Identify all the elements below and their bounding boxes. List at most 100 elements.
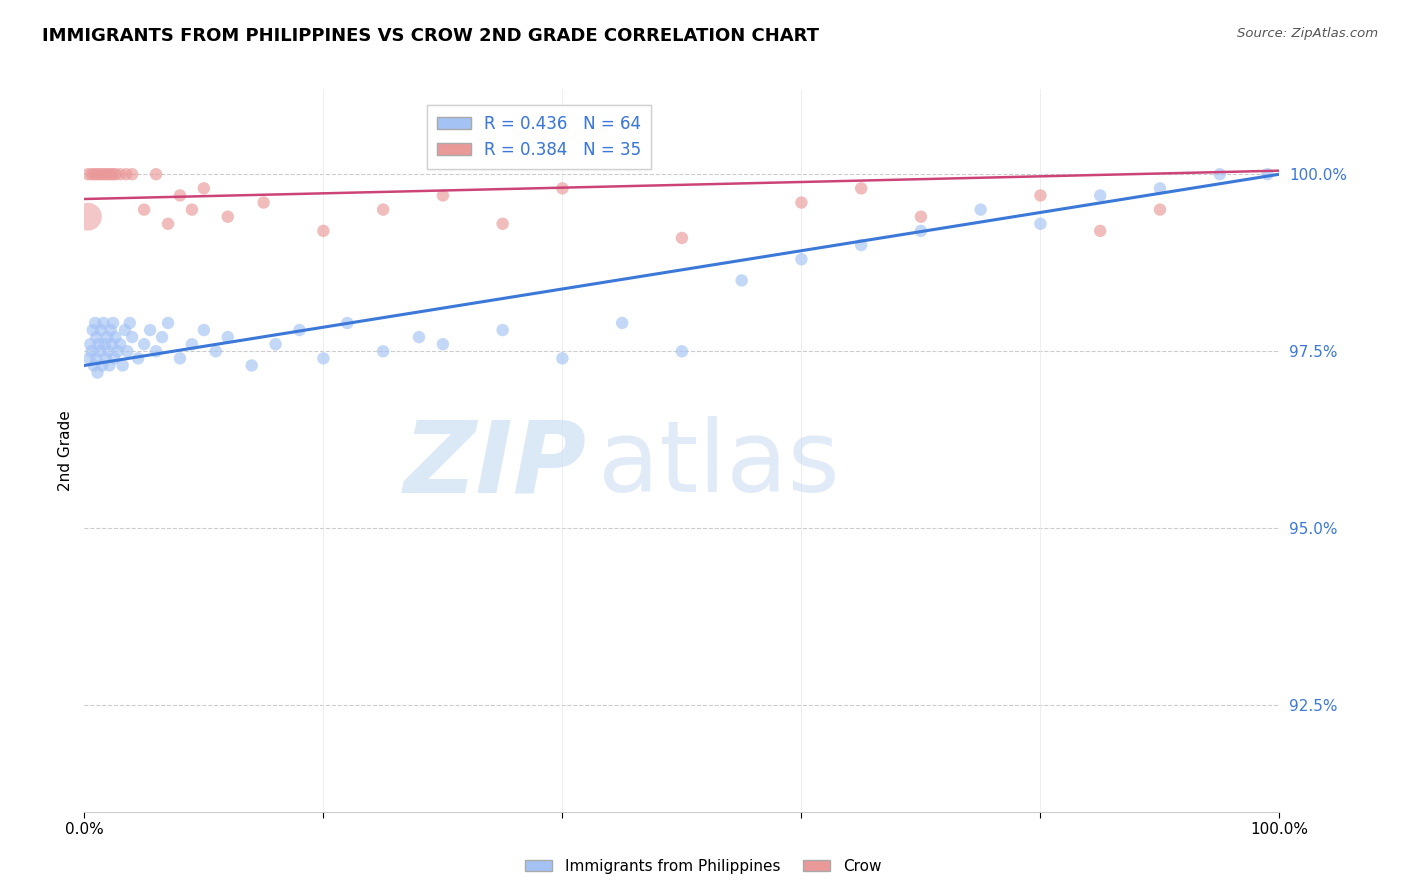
Point [83, 359, 105, 373]
Point [205, 344, 228, 359]
Point [86, 351, 108, 366]
Point [87, 337, 110, 351]
Point [790, 252, 813, 267]
Point [1029, 188, 1052, 202]
Point [1090, 188, 1112, 202]
Point [121, 330, 143, 344]
Point [217, 210, 239, 224]
Point [492, 217, 515, 231]
Point [84, 316, 107, 330]
Point [1149, 181, 1171, 195]
Point [111, 359, 134, 373]
Point [77, 351, 100, 366]
Text: IMMIGRANTS FROM PHILIPPINES VS CROW 2ND GRADE CORRELATION CHART: IMMIGRANTS FROM PHILIPPINES VS CROW 2ND … [42, 27, 820, 45]
Text: Source: ZipAtlas.com: Source: ZipAtlas.com [1237, 27, 1378, 40]
Point [132, 202, 156, 217]
Point [132, 337, 156, 351]
Point [104, 330, 127, 344]
Point [145, 167, 167, 181]
Point [89, 344, 111, 359]
Point [118, 316, 141, 330]
Point [101, 167, 124, 181]
Point [97, 167, 120, 181]
Y-axis label: 2nd Grade: 2nd Grade [58, 410, 73, 491]
Point [94, 167, 117, 181]
Point [96, 330, 118, 344]
Point [86, 330, 108, 344]
Point [408, 330, 430, 344]
Point [432, 188, 454, 202]
Point [115, 167, 138, 181]
Point [790, 195, 813, 210]
Point [169, 188, 191, 202]
Point [103, 351, 125, 366]
Point [94, 351, 117, 366]
Point [77, 210, 100, 224]
Point [107, 344, 129, 359]
Point [851, 181, 873, 195]
Point [127, 351, 149, 366]
Point [312, 224, 335, 238]
Point [169, 351, 191, 366]
Point [98, 359, 121, 373]
Point [93, 316, 115, 330]
Point [181, 202, 204, 217]
Point [93, 167, 115, 181]
Point [101, 337, 124, 351]
Point [121, 167, 143, 181]
Point [910, 210, 932, 224]
Point [253, 195, 276, 210]
Point [117, 344, 139, 359]
Point [86, 366, 108, 380]
Point [79, 337, 101, 351]
Point [193, 323, 215, 337]
Point [551, 181, 574, 195]
Point [731, 273, 754, 287]
Point [612, 316, 634, 330]
Point [432, 337, 454, 351]
Point [90, 323, 112, 337]
Point [104, 167, 127, 181]
Point [373, 344, 395, 359]
Point [193, 181, 215, 195]
Point [217, 330, 239, 344]
Point [157, 316, 180, 330]
Point [492, 323, 515, 337]
Point [93, 337, 115, 351]
Legend: Immigrants from Philippines, Crow: Immigrants from Philippines, Crow [519, 853, 887, 880]
Point [1029, 217, 1052, 231]
Point [1090, 224, 1112, 238]
Point [970, 202, 993, 217]
Point [139, 323, 162, 337]
Point [1149, 202, 1171, 217]
Point [80, 167, 103, 181]
Point [110, 337, 132, 351]
Point [101, 316, 124, 330]
Point [851, 238, 873, 252]
Point [150, 330, 173, 344]
Point [336, 316, 359, 330]
Point [157, 217, 180, 231]
Point [114, 323, 136, 337]
Point [671, 344, 693, 359]
Point [83, 167, 105, 181]
Text: ZIP: ZIP [404, 417, 586, 514]
Point [100, 167, 122, 181]
Point [1209, 167, 1232, 181]
Point [1257, 167, 1279, 181]
Point [77, 167, 100, 181]
Point [80, 344, 103, 359]
Point [312, 351, 335, 366]
Point [87, 167, 110, 181]
Point [110, 167, 132, 181]
Point [264, 337, 287, 351]
Text: atlas: atlas [599, 417, 839, 514]
Point [97, 344, 120, 359]
Point [145, 344, 167, 359]
Point [373, 202, 395, 217]
Point [181, 337, 204, 351]
Point [82, 323, 104, 337]
Point [240, 359, 263, 373]
Point [91, 359, 114, 373]
Point [551, 351, 574, 366]
